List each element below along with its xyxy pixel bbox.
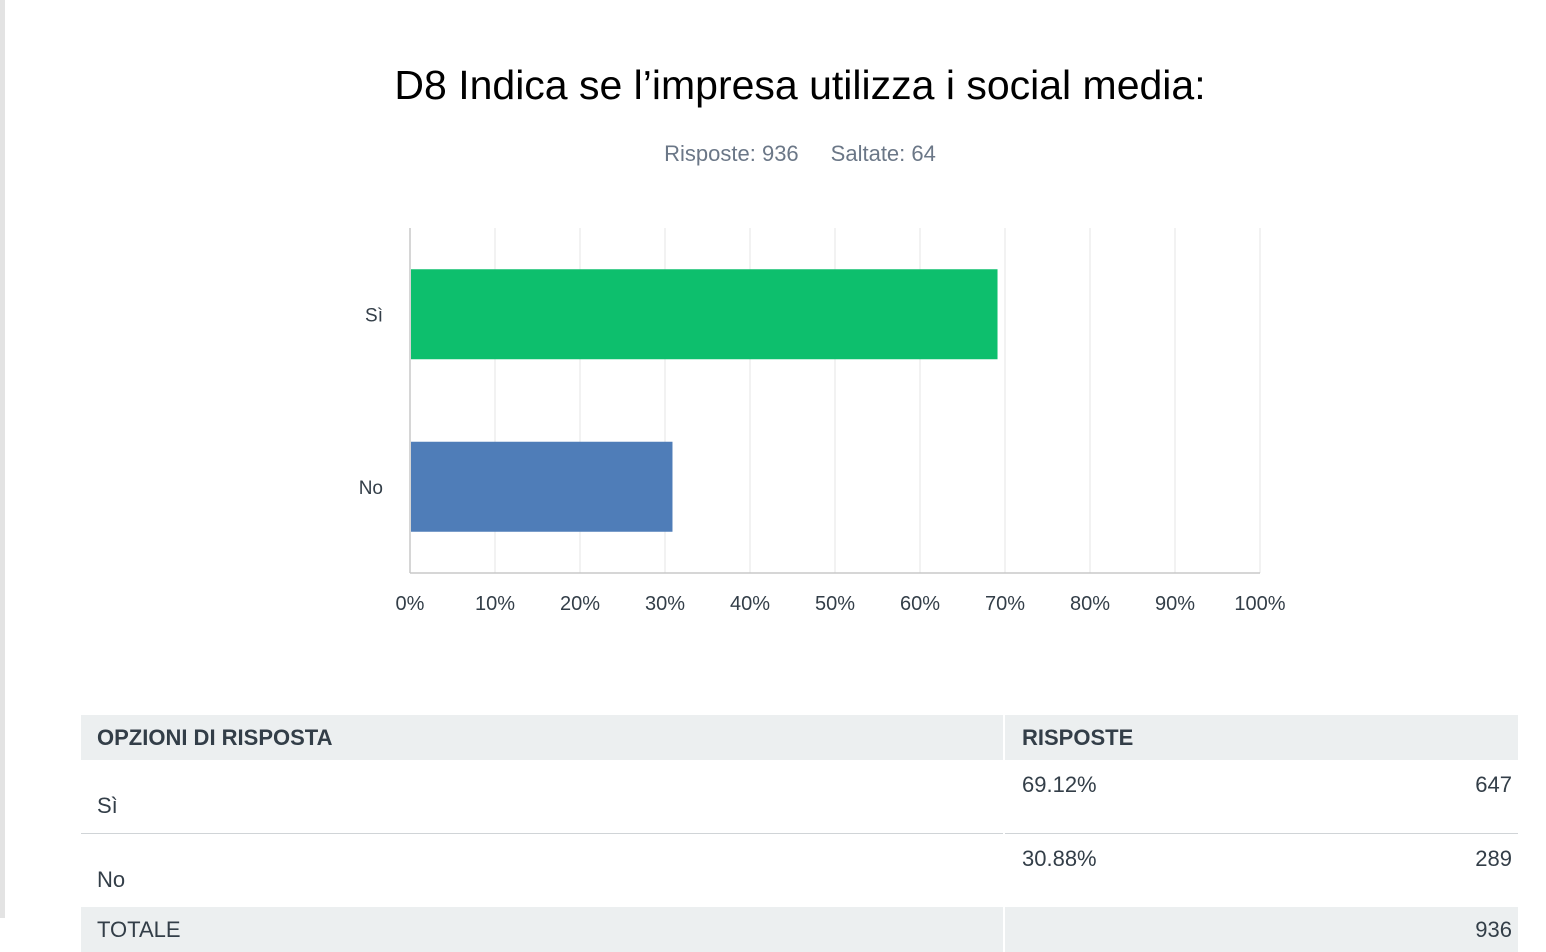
table-row: No 30.88% 289 xyxy=(81,833,1518,907)
x-tick-label: 60% xyxy=(900,593,940,615)
table-header-row: OPZIONI DI RISPOSTA RISPOSTE xyxy=(81,715,1518,760)
x-tick-label: 10% xyxy=(475,593,515,615)
x-tick-label: 20% xyxy=(560,593,600,615)
header-responses: RISPOSTE xyxy=(1004,715,1518,760)
x-tick-label: 80% xyxy=(1070,593,1110,615)
page-left-edge xyxy=(0,0,5,918)
x-tick-label: 0% xyxy=(396,593,425,615)
y-category-label: No xyxy=(359,478,383,499)
x-tick-label: 40% xyxy=(730,593,770,615)
row-count: 289 xyxy=(1475,846,1512,871)
bar-chart: 0% 10% 20% 30% 40% 50% 60% 70% 80% 90% 100% Sì No xyxy=(359,228,1286,615)
results-table: OPZIONI DI RISPOSTA RISPOSTE Sì 69.12% 6… xyxy=(81,715,1518,952)
row-percent: 69.12% xyxy=(1004,760,1356,834)
x-tick-label: 100% xyxy=(1234,593,1285,615)
row-option: No xyxy=(81,833,1005,907)
total-count: 936 xyxy=(1355,907,1518,952)
row-count: 647 xyxy=(1355,760,1518,834)
chart-title: D8 Indica se l’impresa utilizza i social… xyxy=(394,62,1206,108)
x-tick-label: 90% xyxy=(1155,593,1195,615)
y-category-label: Sì xyxy=(365,305,383,326)
header-options: OPZIONI DI RISPOSTA xyxy=(81,715,1005,760)
x-tick-label: 50% xyxy=(815,593,855,615)
total-label: TOTALE xyxy=(81,907,1005,952)
bar-si xyxy=(411,269,998,360)
x-tick-label: 30% xyxy=(645,593,685,615)
answered-count: Risposte: 936 xyxy=(664,141,799,166)
skipped-count: Saltate: 64 xyxy=(830,141,936,166)
table-total-row: TOTALE 936 xyxy=(81,907,1518,952)
row-option: Sì xyxy=(81,760,1005,834)
table-row: Sì 69.12% 647 xyxy=(81,760,1518,834)
response-summary: Risposte: 936 Saltate: 64 xyxy=(0,141,1546,167)
x-tick-label: 70% xyxy=(985,593,1025,615)
bar-no xyxy=(411,441,673,532)
row-percent: 30.88% xyxy=(1022,846,1097,871)
total-spacer xyxy=(1004,907,1356,952)
